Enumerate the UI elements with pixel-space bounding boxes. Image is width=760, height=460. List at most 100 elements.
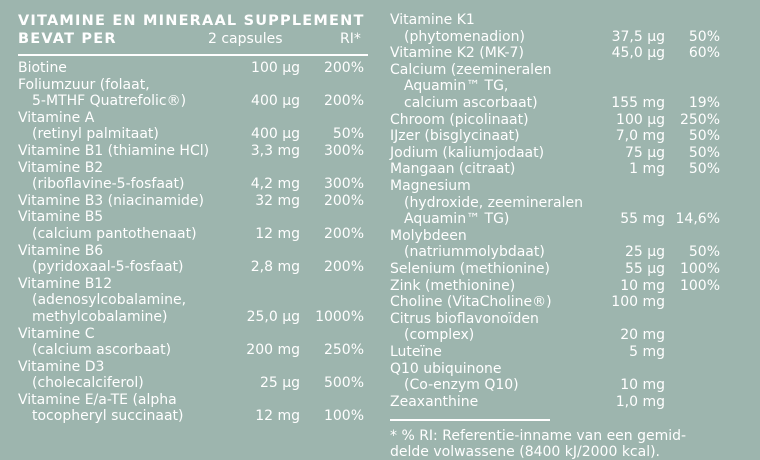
nutrient-name: IJzer (bisglycinaat) (390, 128, 520, 145)
nutrient-name-line: Vitamine E/a-TE (alpha (18, 391, 177, 408)
nutrient-ri: 50% (688, 144, 720, 161)
nutrient-amount: 2,8 mg (250, 259, 300, 276)
nutrient-name: Vitamine C (calcium ascorbaat) (18, 326, 171, 359)
nutrient-name: Vitamine B12 (adenosylcobalamine, methylco… (18, 276, 186, 326)
nutrient-name-line: (calcium ascorbaat) (32, 342, 172, 359)
nutrient-amount: 100 µg (616, 111, 665, 128)
nutrient-ri: 50% (688, 28, 720, 45)
column-header-amount: 2 capsules (208, 31, 283, 47)
table-title: VITAMINE EN MINERAAL SUPPLEMENT (18, 13, 365, 29)
nutrient-ri: 100% (679, 277, 720, 294)
nutrient-row: Luteïne 5 mg (390, 344, 740, 361)
nutrient-name: Vitamine B6 (pyridoxaal-5-fosfaat) (18, 243, 183, 276)
nutrient-amount: 1 mg (629, 161, 665, 178)
nutrient-amount: 5 mg (629, 343, 665, 360)
nutrient-name: Choline (VitaCholine®) (390, 294, 552, 311)
nutrient-row: Vitamine E/a-TE (alpha tocopheryl succina… (18, 392, 368, 425)
table-subtitle: BEVAT PER (18, 31, 117, 47)
right-nutrient-list: Vitamine K1 (phytomenadion) 37,5 µg 50% Vita… (390, 12, 740, 410)
nutrient-name-line: Jodium (kaliumjodaat) (390, 144, 545, 161)
nutrient-name: Magnesium (hydroxide, zeemineralen Aquamin… (390, 178, 583, 228)
nutrient-amount: 10 mg (620, 377, 665, 394)
nutrient-ri: 19% (688, 94, 720, 111)
nutrient-name-line: Foliumzuur (folaat, (18, 76, 150, 93)
nutrient-name-line: Aquamin™ TG, (404, 78, 509, 95)
nutrient-amount: 100 mg (611, 294, 665, 311)
nutrient-row: Magnesium (hydroxide, zeemineralen Aquamin… (390, 178, 740, 228)
nutrient-ri: 200% (323, 225, 364, 242)
nutrient-name: Selenium (methionine) (390, 261, 550, 278)
footnote-divider (390, 419, 550, 421)
nutrient-name-line: Vitamine B3 (niacinamide) (18, 192, 204, 209)
nutrient-name: Calcium (zeemineralen Aquamin™ TG, calcium… (390, 62, 552, 112)
nutrient-row: Chroom (picolinaat) 100 µg 250% (390, 112, 740, 129)
nutrient-amount: 37,5 µg (611, 28, 665, 45)
nutrient-ri: 50% (688, 128, 720, 145)
nutrient-amount: 400 µg (251, 93, 300, 110)
nutrient-name-line: Biotine (18, 60, 67, 76)
nutrient-amount: 25 µg (624, 244, 665, 261)
nutrient-name-line: Calcium (zeemineralen (390, 61, 552, 78)
nutrient-amount: 55 mg (620, 211, 665, 228)
nutrient-name: Mangaan (citraat) (390, 161, 515, 178)
nutrient-name: Zink (methionine) (390, 278, 515, 295)
nutrient-name-line: 5-MTHF Quatrefolic®) (32, 93, 187, 110)
nutrient-name: Citrus bioflavonoïden (complex) (390, 311, 539, 344)
nutrient-amount: 75 µg (624, 144, 665, 161)
nutrient-name-line: Vitamine B12 (18, 275, 113, 292)
nutrient-name-line: Vitamine A (18, 109, 95, 126)
nutrient-name-line: Molybdeen (390, 227, 467, 244)
footnote-line: * % RI: Referentie-inname van een gemid- (390, 428, 687, 444)
nutrient-row: Vitamine B6 (pyridoxaal-5-fosfaat) 2,8 mg 2… (18, 243, 368, 276)
nutrient-name: Vitamine E/a-TE (alpha tocopheryl succina… (18, 392, 184, 425)
nutrient-ri: 100% (679, 260, 720, 277)
nutrient-ri: 50% (332, 126, 364, 143)
nutrient-name: Vitamine K1 (phytomenadion) (390, 12, 525, 45)
nutrient-row: Vitamine D3 (cholecalciferol) 25 µg 500% (18, 359, 368, 392)
nutrient-row: Vitamine B1 (thiamine HCl) 3,3 mg 300% (18, 143, 368, 160)
nutrient-ri: 14,6% (675, 211, 720, 228)
nutrient-ri: 200% (323, 93, 364, 110)
nutrient-name: Vitamine B3 (niacinamide) (18, 193, 204, 210)
nutrient-name-line: (calcium pantothenaat) (32, 225, 197, 242)
nutrient-row: Zink (methionine) 10 mg 100% (390, 278, 740, 295)
nutrient-name: Vitamine B1 (thiamine HCl) (18, 143, 209, 160)
nutrient-amount: 45,0 µg (611, 45, 665, 62)
nutrient-name-line: Zeaxanthine (390, 393, 479, 410)
nutrient-amount: 100 µg (251, 60, 300, 76)
nutrient-name: Molybdeen (natriummolybdaat) (390, 228, 545, 261)
nutrient-row: Vitamine B12 (adenosylcobalamine, methylco… (18, 276, 368, 326)
nutrient-row: Vitamine C (calcium ascorbaat) 200 mg 250% (18, 326, 368, 359)
nutrient-ri: 250% (679, 111, 720, 128)
nutrient-row: Vitamine B5 (calcium pantothenaat) 12 mg 20… (18, 209, 368, 242)
nutrient-name-line: (complex) (404, 327, 475, 344)
nutrient-name-line: Zink (methionine) (390, 277, 516, 294)
nutrient-row: Biotine 100 µg 200% (18, 60, 368, 77)
nutrient-name-line: IJzer (bisglycinaat) (390, 128, 520, 145)
nutrient-ri: 200% (323, 259, 364, 276)
nutrient-row: Vitamine K1 (phytomenadion) 37,5 µg 50% (390, 12, 740, 45)
nutrient-name: Foliumzuur (folaat, 5-MTHF Quatrefolic®) (18, 77, 186, 110)
nutrient-ri: 50% (688, 161, 720, 178)
nutrient-name-line: (pyridoxaal-5-fosfaat) (32, 259, 184, 276)
nutrient-amount: 400 µg (251, 126, 300, 143)
nutrient-name-line: (riboflavine-5-fosfaat) (32, 176, 185, 193)
nutrient-name-line: Luteïne (390, 343, 442, 360)
nutrient-name-line: (phytomenadion) (404, 28, 525, 45)
nutrient-name-line: Vitamine B1 (thiamine HCl) (18, 142, 210, 159)
column-header-ri: RI* (340, 31, 361, 47)
nutrient-name-line: Vitamine K1 (390, 12, 475, 28)
nutrient-row: Molybdeen (natriummolybdaat) 25 µg 50% (390, 228, 740, 261)
nutrient-name: Jodium (kaliumjodaat) (390, 145, 544, 162)
nutrient-amount: 55 µg (624, 260, 665, 277)
nutrient-row: Jodium (kaliumjodaat) 75 µg 50% (390, 145, 740, 162)
nutrient-row: Vitamine A (retinyl palmitaat) 400 µg 50% (18, 110, 368, 143)
nutrient-name-line: Mangaan (citraat) (390, 161, 516, 178)
nutrient-name: Zeaxanthine (390, 394, 478, 411)
nutrient-row: Selenium (methionine) 55 µg 100% (390, 261, 740, 278)
nutrient-name-line: (Co-enzym Q10) (404, 377, 519, 394)
nutrient-name: Vitamine K2 (MK-7) (390, 45, 524, 62)
nutrient-row: Q10 ubiquinone (Co-enzym Q10) 10 mg (390, 361, 740, 394)
nutrient-name: Chroom (picolinaat) (390, 112, 529, 129)
nutrient-name-line: Vitamine C (18, 325, 95, 342)
